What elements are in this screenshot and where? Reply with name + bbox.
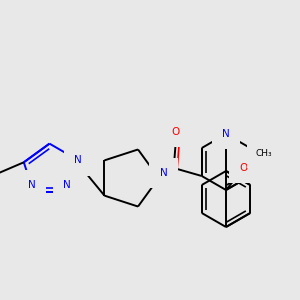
Text: N: N [74,155,82,165]
Text: N: N [64,181,71,190]
Text: O: O [268,145,276,155]
Text: CH₃: CH₃ [256,149,272,158]
Text: N: N [28,181,35,190]
Text: N: N [160,168,168,178]
Text: O: O [240,163,248,173]
Text: O: O [172,127,180,137]
Text: N: N [222,129,230,139]
